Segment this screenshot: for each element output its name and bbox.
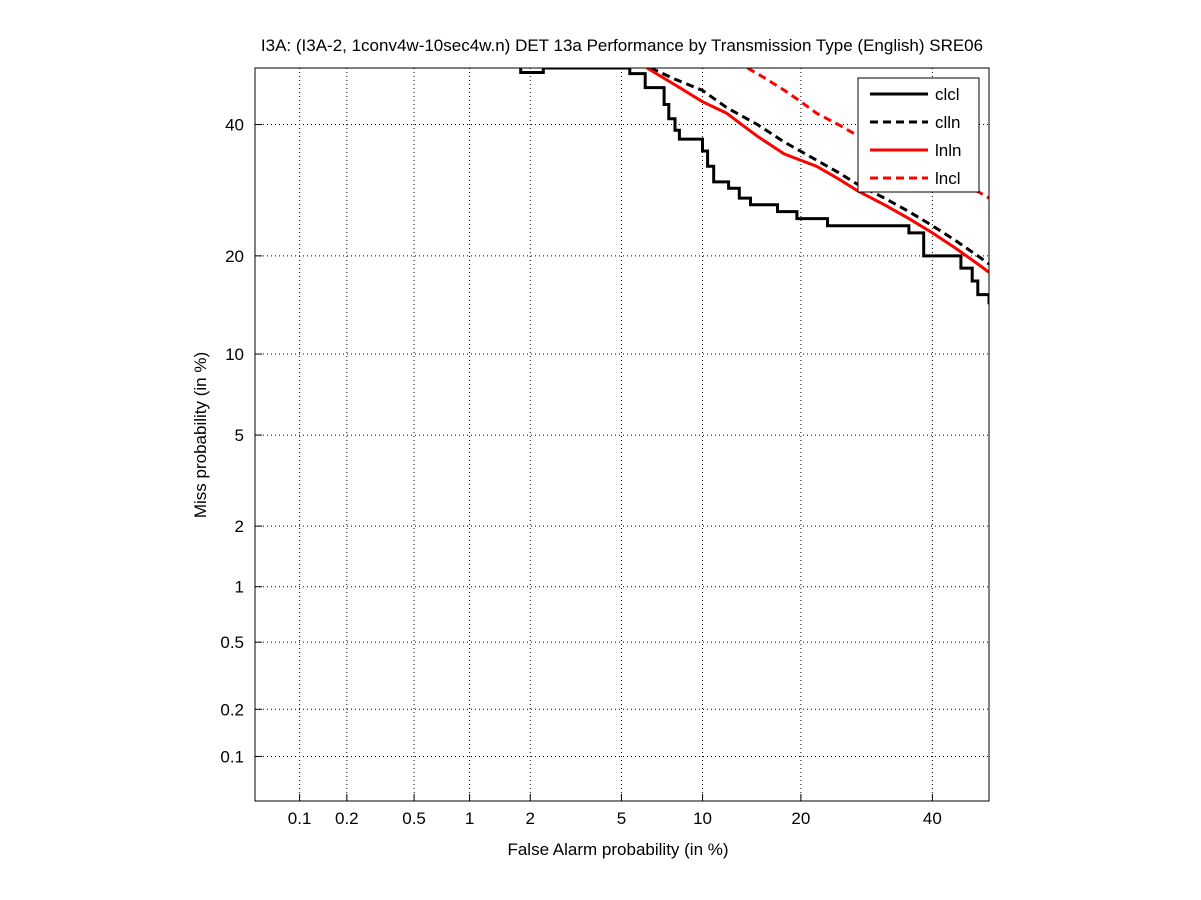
legend-label-lnln: lnln <box>935 141 961 160</box>
y-tick-label: 0.5 <box>220 633 244 652</box>
legend-entry-clln: clln <box>870 113 961 132</box>
axis-ticks: 0.1 0.2 0.5 1 2 5 10 20 40 0.1 0.2 0.5 1 2 5 10 20 40 <box>220 116 941 828</box>
x-tick-label: 2 <box>526 809 535 828</box>
x-tick-label: 0.2 <box>335 809 359 828</box>
series-line-clln <box>649 68 989 266</box>
axes-frame <box>254 67 990 802</box>
x-tick-label: 20 <box>791 809 810 828</box>
y-tick-label: 0.1 <box>220 747 244 766</box>
y-tick-label: 40 <box>225 116 244 135</box>
x-tick-label: 0.1 <box>288 809 312 828</box>
legend-entry-lncl: lncl <box>870 169 961 188</box>
y-axis-label: Miss probability (in %) <box>191 352 210 518</box>
x-tick-label: 5 <box>617 809 626 828</box>
legend-entry-clcl: clcl <box>870 85 960 104</box>
legend-box <box>857 77 980 193</box>
x-tick-label: 0.5 <box>402 809 426 828</box>
y-tick-label: 10 <box>225 345 244 364</box>
y-tick-label: 5 <box>235 426 244 445</box>
series-line-lnln <box>646 68 989 274</box>
legend-label-clln: clln <box>935 113 961 132</box>
y-tick-label: 2 <box>235 517 244 536</box>
y-tick-label: 20 <box>225 247 244 266</box>
series-line-clcl <box>519 68 989 305</box>
legend: clcl clln lnln lncl <box>857 77 980 193</box>
legend-label-lncl: lncl <box>935 169 961 188</box>
x-axis-label: False Alarm probability (in %) <box>507 840 728 859</box>
x-tick-label: 1 <box>465 809 474 828</box>
legend-label-clcl: clcl <box>935 85 960 104</box>
chart-title: I3A: (I3A-2, 1conv4w-10sec4w.n) DET 13a … <box>261 36 983 55</box>
x-tick-label: 40 <box>923 809 942 828</box>
y-tick-label: 0.2 <box>220 700 244 719</box>
y-tick-label: 1 <box>235 578 244 597</box>
legend-entry-lnln: lnln <box>870 141 961 160</box>
x-tick-label: 10 <box>693 809 712 828</box>
